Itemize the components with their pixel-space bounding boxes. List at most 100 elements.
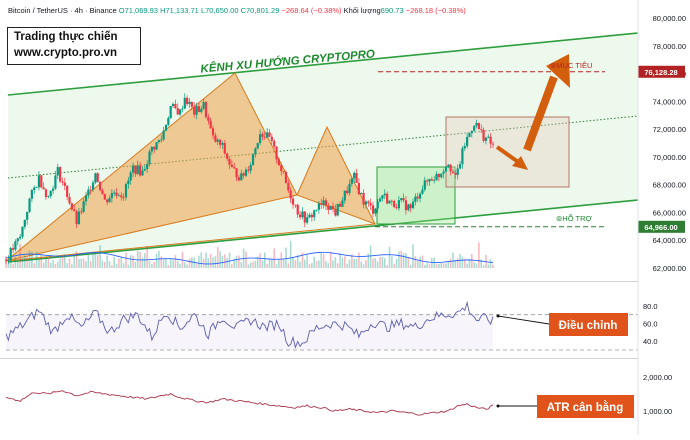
candle-body [487,136,490,138]
rsi-callout-box [549,313,628,336]
volume-bar [184,262,186,268]
candle-body [200,108,203,113]
candle-body [388,200,391,204]
volume-bar [358,252,360,268]
candle-body [291,198,295,205]
candle-body [461,148,464,165]
volume-bar [466,263,468,268]
volume-bar [167,264,170,268]
candle-body [228,158,231,165]
volume-bar [7,263,10,268]
candle-body [282,171,285,172]
volume-bar [64,254,66,268]
candle-body [141,170,144,176]
volume-bar [28,250,31,268]
candle-body [315,209,318,211]
volume-bar [104,261,106,268]
volume-bar [207,258,210,268]
candle-body [26,211,29,220]
volume-bar [82,258,85,268]
volume-bar [256,256,259,268]
volume-bar [61,256,64,268]
candle-body [139,165,142,176]
volume-bar [381,256,384,268]
volume-bar [367,253,370,268]
candle-body [360,192,363,195]
volume-bar [327,263,330,268]
candle-body [343,190,346,201]
volume-bar [400,250,403,268]
volume-bar [153,261,156,268]
candle-body [435,173,438,181]
candle-body [303,211,306,223]
candle-body [338,203,342,207]
volume-bar [228,252,231,268]
candle-body [433,180,436,182]
volume-bar [388,246,391,268]
volume-bar [376,261,379,268]
volume-bar [245,251,247,268]
volume-bar [115,263,118,268]
volume-bar [348,259,351,268]
volume-bar [449,258,452,268]
candle-body [437,173,440,178]
candle-body [364,201,368,205]
candle-body [484,137,488,141]
volume-bar [151,264,153,268]
candle-body [357,182,360,195]
candle-body [160,139,163,141]
candle-body [475,123,478,126]
volume-bar [191,257,193,268]
volume-bar [16,261,19,268]
candle-body [44,189,48,197]
candle-body [223,143,226,154]
volume-bar [306,253,308,268]
candle-body [7,260,10,261]
candle-body [254,148,257,155]
ohlc-high: H71,133.71 [160,6,199,15]
symbol-title[interactable]: Bitcoin / TetherUS · 4h · Binance [8,6,117,15]
candle-body [416,196,419,199]
candle-body [188,101,191,105]
volume-bar [285,247,287,268]
volume-bar [40,255,43,268]
candle-body [117,195,121,197]
candle-body [143,169,146,171]
volume-bar [99,245,101,268]
brand-box: Trading thực chiến www.crypto.pro.vn [7,27,141,65]
ohlc-open: O71,069.93 [118,6,158,15]
candle-body [183,97,186,109]
volume-bar [233,258,236,268]
volume-bar [489,258,492,268]
candle-body [449,164,452,172]
candle-body [176,108,179,115]
candle-body [68,197,71,204]
candle-body [110,193,113,199]
candle-body [193,106,196,115]
volume-bar [339,253,341,268]
volume-bar [132,255,134,268]
candle-body [451,171,455,173]
candle-body [96,173,99,182]
volume-bar [311,263,313,268]
price-badge-label: 76,128.28 [644,68,677,77]
volume-bar [24,255,26,268]
candle-body [54,175,57,189]
candle-body [35,187,38,189]
volume-bar [106,255,108,268]
volume-bar [125,252,127,268]
volume-bar [287,263,290,268]
candle-body [108,198,111,203]
volume-bar [240,262,243,268]
pane-separator-atr[interactable] [0,358,638,359]
volume-bar [296,254,299,268]
candle-body [301,211,304,218]
volume-label: Khối lượng [343,6,381,15]
volume-bar [52,260,54,268]
volume-bar [96,254,99,268]
volume-bar [216,246,219,268]
candle-body [308,214,311,218]
pane-separator-rsi[interactable] [0,281,638,282]
volume-bar [73,255,76,268]
